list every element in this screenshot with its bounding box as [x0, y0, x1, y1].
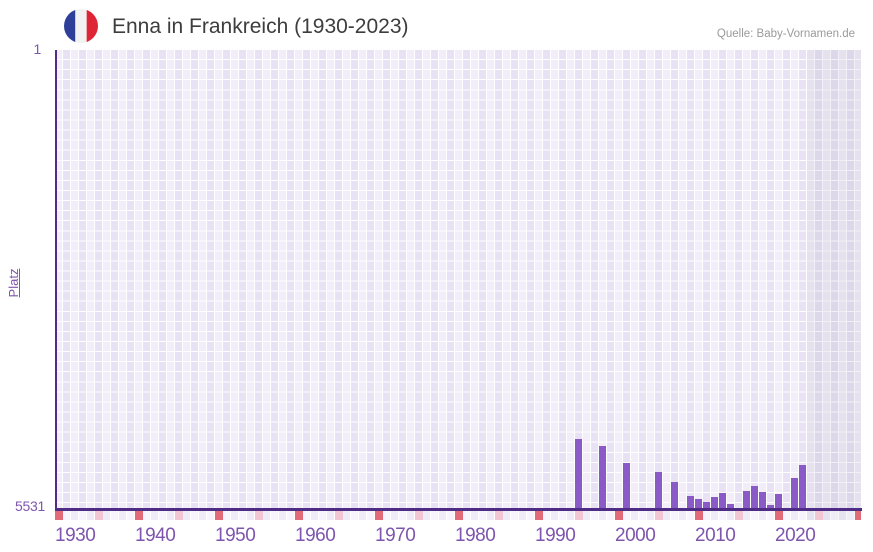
- bar-2013: [719, 493, 726, 508]
- decade-marker-1930: [55, 510, 63, 520]
- half-decade-marker-1935: [94, 510, 103, 520]
- bar-1995: [575, 439, 582, 508]
- decade-marker-2010: [694, 510, 703, 520]
- bar-2005: [655, 471, 662, 508]
- x-axis-tick-2000: 2000: [615, 525, 656, 546]
- y-axis-line: [54, 50, 57, 508]
- bar-2012: [711, 497, 718, 508]
- decade-marker-2000: [614, 510, 623, 520]
- flag-blue-stripe: [64, 9, 76, 43]
- decade-marker-1940: [134, 510, 143, 520]
- unranked-year-marker-strip: [55, 510, 861, 520]
- decade-marker-2020: [774, 510, 783, 520]
- bar-1998: [599, 445, 606, 508]
- x-axis-tick-1960: 1960: [295, 525, 336, 546]
- bar-2016: [743, 490, 750, 508]
- x-axis-tick-1940: 1940: [135, 525, 176, 546]
- decade-marker-1970: [374, 510, 383, 520]
- source-attribution: Quelle: Baby-Vornamen.de: [716, 28, 855, 40]
- x-axis-tick-2010: 2010: [695, 525, 736, 546]
- flag-red-stripe: [86, 9, 98, 43]
- y-axis-tick-top: 1: [33, 41, 42, 57]
- strip-future-tint: [807, 510, 861, 520]
- bar-2009: [687, 495, 694, 508]
- half-decade-marker-1955: [254, 510, 263, 520]
- half-decade-marker-1995: [574, 510, 583, 520]
- bar-2014: [727, 504, 734, 508]
- x-axis-tick-2020: 2020: [775, 525, 816, 546]
- half-decade-marker-2005: [654, 510, 663, 520]
- half-decade-marker-1975: [414, 510, 423, 520]
- half-decade-marker-1965: [334, 510, 343, 520]
- bar-2019: [767, 505, 774, 508]
- france-flag-icon: [64, 9, 98, 43]
- y-axis-title-link[interactable]: Platz: [6, 268, 21, 298]
- chart-title: Enna in Frankreich (1930-2023): [112, 15, 409, 38]
- x-axis-tick-1990: 1990: [535, 525, 576, 546]
- decade-marker-2030: [854, 510, 861, 520]
- decade-marker-1950: [214, 510, 223, 520]
- decade-marker-1990: [534, 510, 543, 520]
- x-axis-tick-1950: 1950: [215, 525, 256, 546]
- x-axis-line: [55, 508, 862, 511]
- half-decade-marker-2015: [734, 510, 743, 520]
- x-axis-tick-1970: 1970: [375, 525, 416, 546]
- half-decade-marker-1945: [174, 510, 183, 520]
- bar-2023: [799, 464, 806, 508]
- half-decade-marker-1985: [494, 510, 503, 520]
- bar-2017: [751, 485, 758, 508]
- x-axis-tick-1930: 1930: [55, 525, 96, 546]
- flag-white-stripe: [75, 9, 87, 43]
- x-axis-tick-1980: 1980: [455, 525, 496, 546]
- bar-2020: [775, 493, 782, 508]
- bar-2022: [791, 478, 798, 508]
- bar-2011: [703, 502, 710, 508]
- bar-2010: [695, 498, 702, 508]
- y-axis-tick-bottom: 5531: [15, 498, 45, 514]
- decade-marker-1980: [454, 510, 463, 520]
- decade-marker-1960: [294, 510, 303, 520]
- no-data-future-band: [807, 50, 861, 508]
- bar-2018: [759, 492, 766, 508]
- plot-area: [55, 50, 861, 508]
- bar-2001: [623, 462, 630, 508]
- half-decade-marker-2025: [814, 510, 823, 520]
- bar-2007: [671, 481, 678, 508]
